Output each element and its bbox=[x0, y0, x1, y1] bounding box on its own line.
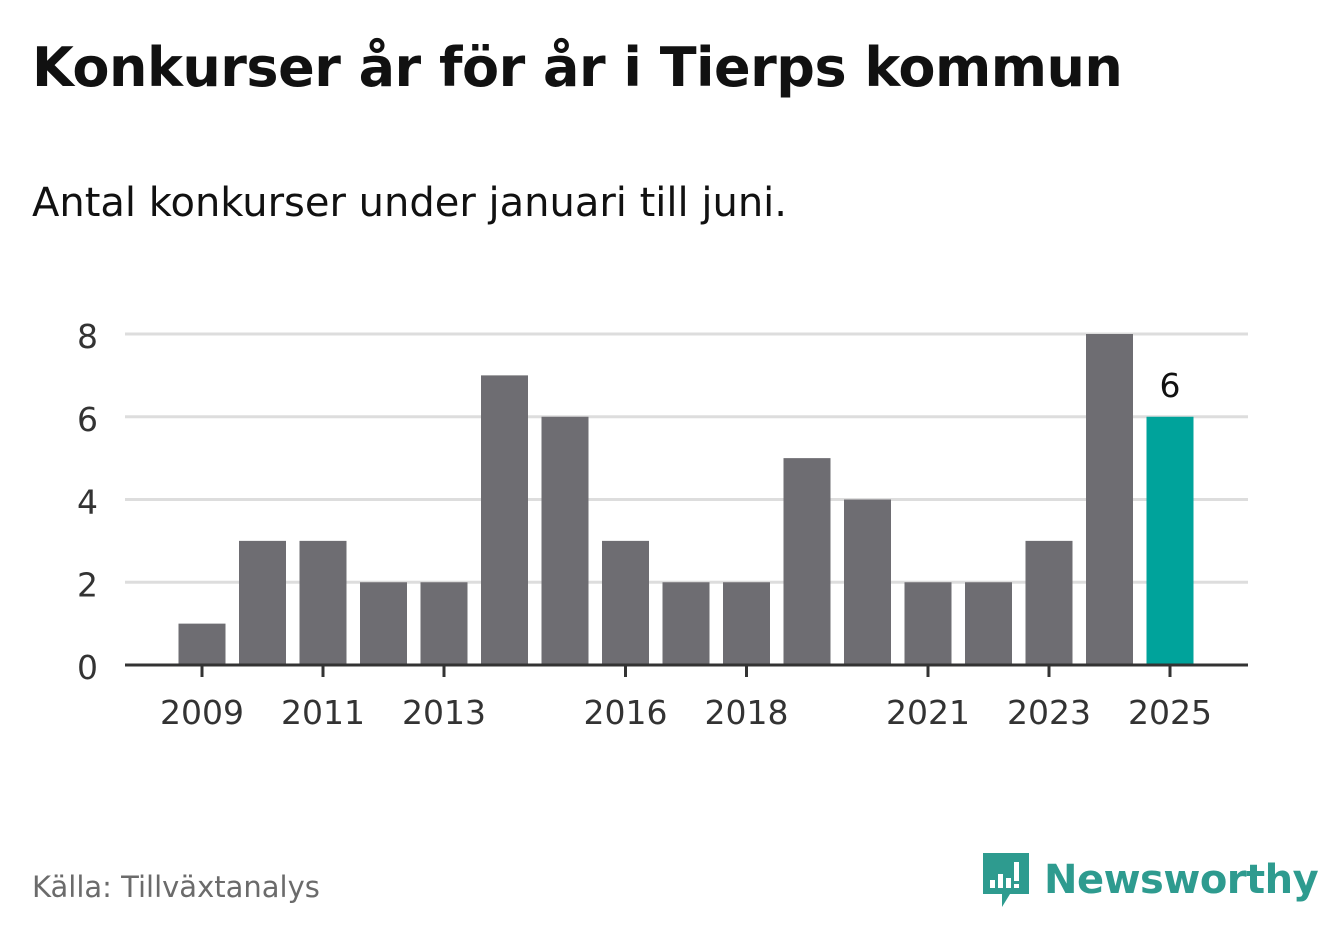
bar-2014 bbox=[481, 375, 528, 665]
bar-2019 bbox=[783, 458, 831, 665]
newsworthy-logo-icon bbox=[983, 853, 1029, 907]
x-tick-label: 2023 bbox=[1007, 693, 1091, 732]
bar-2012 bbox=[360, 582, 407, 665]
x-tick-label: 2009 bbox=[160, 693, 244, 732]
bar-2025 bbox=[1146, 416, 1194, 665]
bar-2023 bbox=[1025, 540, 1073, 665]
brand-logo: Newsworthy bbox=[980, 850, 1319, 910]
y-axis-ticks: 0 2 4 6 8 bbox=[77, 317, 98, 687]
bar-2011 bbox=[299, 540, 347, 665]
y-tick-label: 0 bbox=[77, 648, 98, 687]
bar-2015 bbox=[541, 416, 589, 665]
gridlines bbox=[125, 332, 1248, 584]
x-axis-ticks: 2009 2011 2013 2016 2018 2021 2023 2025 bbox=[160, 665, 1212, 732]
chart-subtitle: Antal konkurser under januari till juni. bbox=[32, 180, 787, 226]
x-tick-label: 2018 bbox=[705, 693, 789, 732]
x-tick-label: 2011 bbox=[281, 693, 365, 732]
x-tick-label: 2013 bbox=[402, 693, 486, 732]
brand-name: Newsworthy bbox=[1044, 857, 1319, 903]
y-tick-label: 8 bbox=[77, 317, 98, 356]
bar-2022 bbox=[965, 582, 1012, 665]
bar-2024 bbox=[1086, 334, 1133, 665]
x-tick-label: 2021 bbox=[886, 693, 970, 732]
bar-2018 bbox=[723, 582, 770, 665]
bar-2021 bbox=[904, 582, 952, 665]
bar-chart: 0 2 4 6 8 2009 2011 2013 2016 2018 2021 2023 2025 6 bbox=[77, 317, 1248, 732]
bar-2009 bbox=[178, 623, 226, 665]
bar-2020 bbox=[844, 499, 891, 665]
data-labels: 6 bbox=[1160, 366, 1181, 405]
y-tick-label: 4 bbox=[77, 483, 98, 522]
chart-title: Konkurser år för år i Tierps kommun bbox=[32, 36, 1123, 99]
y-tick-label: 6 bbox=[77, 400, 98, 439]
x-tick-label: 2016 bbox=[584, 693, 668, 732]
x-tick-label: 2025 bbox=[1128, 693, 1212, 732]
bars bbox=[178, 334, 1194, 665]
bar-2017 bbox=[662, 582, 710, 665]
data-label: 6 bbox=[1160, 366, 1181, 405]
y-tick-label: 2 bbox=[77, 565, 98, 604]
bar-2016 bbox=[602, 540, 649, 665]
bar-2010 bbox=[239, 540, 286, 665]
source-note: Källa: Tillväxtanalys bbox=[32, 870, 320, 904]
bar-2013 bbox=[420, 582, 468, 665]
